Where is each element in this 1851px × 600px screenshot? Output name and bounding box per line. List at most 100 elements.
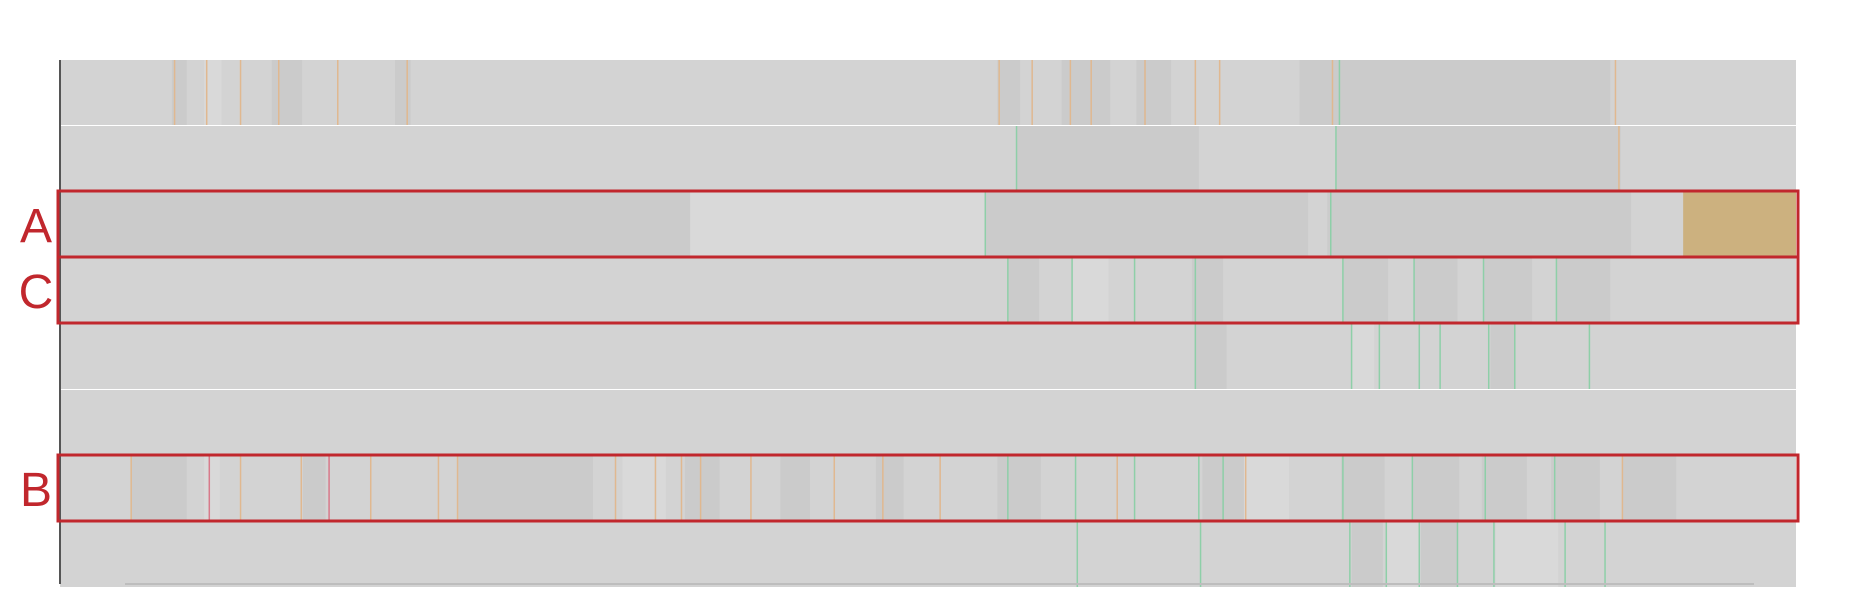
event-tick-green	[1349, 522, 1351, 587]
event-tick-orange	[456, 456, 459, 521]
event-tick-green	[1484, 456, 1487, 521]
track-segment	[1556, 258, 1611, 323]
event-tick-orange	[406, 60, 408, 125]
track-segment	[1351, 324, 1375, 389]
event-tick-green	[1350, 324, 1353, 389]
track-2	[60, 126, 1796, 191]
track-3	[60, 192, 1796, 257]
event-tick-orange	[1331, 60, 1334, 125]
event-tick-green	[1222, 456, 1224, 521]
track-segment	[1341, 456, 1385, 521]
event-tick-orange	[614, 456, 617, 521]
event-tick-green	[1076, 522, 1079, 587]
event-tick-green	[1514, 324, 1516, 389]
highlight-frame	[56, 255, 1800, 325]
track-segment	[1061, 60, 1111, 125]
event-tick-orange	[277, 60, 280, 125]
track-segment	[1335, 126, 1621, 191]
event-tick-green	[1588, 324, 1591, 389]
track-6	[60, 390, 1796, 455]
track-segment	[60, 192, 691, 257]
event-tick-orange	[833, 456, 836, 521]
track-1	[60, 60, 1796, 125]
track-8	[60, 522, 1796, 587]
event-tick-orange	[1031, 60, 1033, 125]
track-segment	[171, 60, 187, 125]
track-segment	[1342, 258, 1389, 323]
track-segment	[684, 456, 720, 521]
track-segment	[1481, 456, 1527, 521]
event-tick-orange	[1116, 456, 1118, 521]
track-segment	[1386, 522, 1420, 587]
event-tick-green	[1199, 522, 1202, 587]
track-segment	[395, 60, 411, 125]
event-tick-orange	[239, 60, 242, 125]
event-tick-orange	[998, 60, 1000, 125]
track-segment	[1412, 456, 1460, 521]
track-segment	[1551, 456, 1600, 521]
event-tick-orange	[882, 456, 884, 521]
event-tick-green	[1555, 258, 1558, 323]
track-background	[60, 324, 1796, 389]
track-7	[60, 456, 1796, 521]
track-segment	[1495, 522, 1559, 587]
event-tick-green	[1553, 456, 1556, 521]
track-segment	[204, 60, 222, 125]
event-tick-green	[1007, 456, 1009, 521]
track-segment	[1299, 60, 1611, 125]
event-tick-green	[1378, 324, 1381, 389]
event-tick-orange	[1244, 456, 1247, 521]
highlight-frames: AC B	[19, 189, 1800, 523]
event-tick-orange	[939, 456, 941, 521]
track-segment	[1243, 456, 1290, 521]
event-tick-orange	[369, 456, 372, 521]
track-segment	[997, 60, 1021, 125]
highlight-frame	[56, 453, 1800, 523]
track-segment	[1490, 324, 1515, 389]
event-tick-orange	[1218, 60, 1221, 125]
track-segment	[204, 456, 220, 521]
event-tick-green	[1413, 258, 1415, 323]
event-tick-green	[1194, 324, 1197, 389]
event-tick-green	[1194, 258, 1197, 323]
event-tick-orange	[680, 456, 683, 521]
event-tick-orange	[1144, 60, 1146, 125]
track-segment	[985, 192, 1309, 257]
track-segment	[780, 456, 810, 521]
track-segment	[1072, 258, 1109, 323]
event-tick-red	[208, 456, 211, 521]
event-tick-green	[1198, 456, 1200, 521]
event-tick-green	[1385, 522, 1388, 587]
event-tick-green	[1439, 324, 1441, 389]
event-tick-green	[984, 192, 987, 257]
track-segment	[1351, 522, 1383, 587]
track-segment	[1421, 522, 1458, 587]
event-tick-green	[1133, 258, 1136, 323]
event-tick-orange	[300, 456, 303, 521]
event-tick-orange	[1069, 60, 1072, 125]
track-segment	[1007, 258, 1040, 323]
event-tick-green	[1342, 258, 1344, 323]
event-tick-green	[1604, 522, 1606, 587]
event-tick-orange	[1090, 60, 1092, 125]
track-segment	[1195, 324, 1227, 389]
track-segment	[690, 192, 986, 257]
event-tick-green	[1330, 192, 1332, 257]
event-tick-green	[1482, 258, 1485, 323]
event-tick-orange	[337, 60, 339, 125]
track-segment	[1202, 456, 1246, 521]
track-segment	[1622, 456, 1677, 521]
track-segment	[1483, 258, 1533, 323]
track-segment	[303, 456, 326, 521]
event-tick-green	[1074, 456, 1077, 521]
track-segment	[1016, 126, 1199, 191]
event-tick-green	[1418, 522, 1421, 587]
event-tick-green	[1418, 324, 1421, 389]
track-segment	[271, 60, 303, 125]
event-tick-green	[1342, 456, 1344, 521]
track-segment	[1136, 60, 1172, 125]
event-tick-green	[1015, 126, 1018, 191]
event-tick-orange	[1194, 60, 1197, 125]
track-label: A	[20, 200, 52, 253]
event-tick-green	[1338, 60, 1341, 125]
